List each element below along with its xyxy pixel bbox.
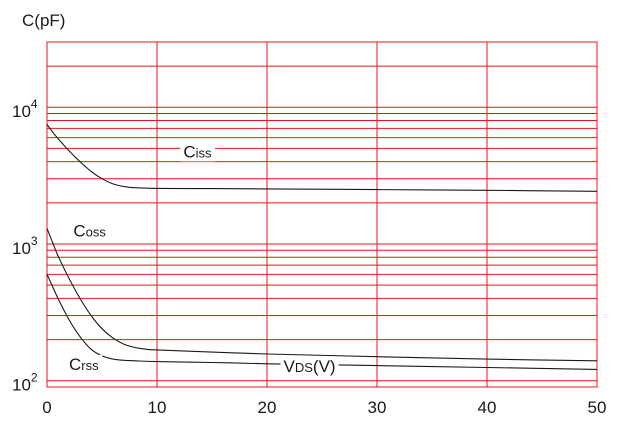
y-axis-label: C(pF): [22, 11, 65, 30]
label-background: [280, 356, 339, 376]
curve-label: Crss: [69, 355, 99, 374]
plot-frame: [46, 41, 598, 388]
curve-label: Ciss: [183, 142, 212, 161]
y-tick-label: 103: [12, 234, 38, 258]
x-tick-label: 40: [478, 398, 497, 417]
series-line-coss: [46, 228, 598, 362]
label-background: [70, 221, 110, 241]
x-tick-label: 20: [258, 398, 277, 417]
y-tick-label: 104: [12, 97, 38, 121]
x-tick-label: 50: [588, 398, 607, 417]
curve-labels: Ciss Coss Crss VDS(V): [66, 142, 339, 376]
curve-label: Coss: [73, 222, 106, 241]
y-tick-label: 102: [12, 371, 38, 395]
grid: [46, 41, 598, 388]
x-tick-label: 10: [148, 398, 167, 417]
curve-label: VDS(V): [284, 357, 336, 376]
label-background: [180, 142, 216, 162]
label-background: [66, 354, 103, 374]
x-tick-label: 0: [42, 398, 51, 417]
series-lines: [46, 123, 598, 370]
series-line-crss: [46, 274, 598, 370]
series-line-ciss: [46, 123, 598, 192]
tick-labels: 0 10 20 30 40 50 102 103 104: [12, 97, 606, 417]
x-tick-label: 30: [368, 398, 387, 417]
